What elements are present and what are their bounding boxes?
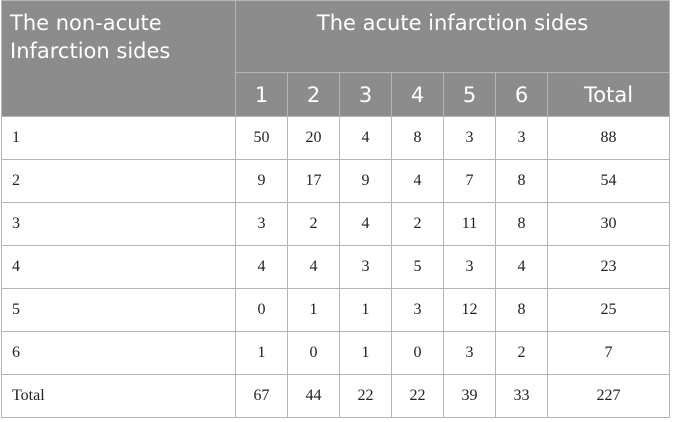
- table-row: 1 50 20 4 8 3 3 88: [1, 116, 671, 160]
- row-label: Total: [1, 374, 236, 418]
- cell: 7: [546, 331, 671, 375]
- column-header: 6: [495, 72, 548, 117]
- table-row: 4 4 4 3 5 3 4 23: [1, 245, 671, 289]
- cell: 227: [546, 374, 671, 418]
- cell: 8: [391, 116, 444, 160]
- cell: 67: [235, 374, 288, 418]
- row-label: 1: [1, 116, 236, 160]
- row-header-line: Infarction sides: [10, 39, 171, 63]
- cell: 8: [495, 288, 548, 332]
- column-header: Total: [546, 72, 671, 117]
- cell: 3: [443, 331, 496, 375]
- header-row: The non-acute Infarction sides The acute …: [1, 0, 671, 117]
- cell: 9: [339, 159, 392, 203]
- cell: 3: [443, 116, 496, 160]
- cell: 22: [339, 374, 392, 418]
- cell: 2: [287, 202, 340, 246]
- cell: 3: [495, 116, 548, 160]
- cell: 11: [443, 202, 496, 246]
- table-head: The non-acute Infarction sides The acute …: [1, 0, 671, 117]
- row-header: The non-acute Infarction sides: [1, 0, 236, 117]
- cell: 44: [287, 374, 340, 418]
- cell: 20: [287, 116, 340, 160]
- cell: 1: [339, 288, 392, 332]
- row-label: 6: [1, 331, 236, 375]
- table-row: 3 3 2 4 2 11 8 30: [1, 202, 671, 246]
- cell: 8: [495, 202, 548, 246]
- column-header: 1: [235, 72, 288, 117]
- row-header-line: The non-acute: [10, 11, 162, 35]
- cell: 12: [443, 288, 496, 332]
- cell: 2: [391, 202, 444, 246]
- column-row: 1 2 3 4 5 6 Total: [2, 72, 671, 117]
- column-header: 2: [287, 72, 340, 117]
- row-label: 3: [1, 202, 236, 246]
- cell: 17: [287, 159, 340, 203]
- cell: 4: [339, 202, 392, 246]
- column-header: 4: [391, 72, 444, 117]
- cell: 1: [235, 331, 288, 375]
- cell: 54: [546, 159, 671, 203]
- cell: 3: [339, 245, 392, 289]
- cell: 0: [287, 331, 340, 375]
- cell: 4: [287, 245, 340, 289]
- row-label: 2: [1, 159, 236, 203]
- cell: 30: [546, 202, 671, 246]
- cell: 50: [235, 116, 288, 160]
- table-row: 5 0 1 1 3 12 8 25: [1, 288, 671, 332]
- column-header: 3: [339, 72, 392, 117]
- cell: 22: [391, 374, 444, 418]
- cell: 4: [391, 159, 444, 203]
- cell: 4: [235, 245, 288, 289]
- cell: 4: [339, 116, 392, 160]
- table-row: Total 67 44 22 22 39 33 227: [1, 374, 671, 418]
- cell: 2: [495, 331, 548, 375]
- cell: 39: [443, 374, 496, 418]
- cell: 25: [546, 288, 671, 332]
- cell: 23: [546, 245, 671, 289]
- cell: 33: [495, 374, 548, 418]
- cell: 4: [495, 245, 548, 289]
- row-label: 4: [1, 245, 236, 289]
- table-body: 1 50 20 4 8 3 3 88 2 9 17 9 4 7 8 54 3 3 2 4 2 11 8 30 4 4 4 3 5 3 4 23…: [1, 116, 671, 418]
- cell: 1: [339, 331, 392, 375]
- cell: 88: [546, 116, 671, 160]
- cell: 3: [443, 245, 496, 289]
- cell: 7: [443, 159, 496, 203]
- cell: 0: [391, 331, 444, 375]
- column-header: 5: [443, 72, 496, 117]
- cell: 3: [235, 202, 288, 246]
- cell: 3: [391, 288, 444, 332]
- group-title: The acute infarction sides: [234, 0, 671, 73]
- cell: 0: [235, 288, 288, 332]
- cell: 1: [287, 288, 340, 332]
- cell: 9: [235, 159, 288, 203]
- cell: 5: [391, 245, 444, 289]
- table-row: 2 9 17 9 4 7 8 54: [1, 159, 671, 203]
- cell: 8: [495, 159, 548, 203]
- row-label: 5: [1, 288, 236, 332]
